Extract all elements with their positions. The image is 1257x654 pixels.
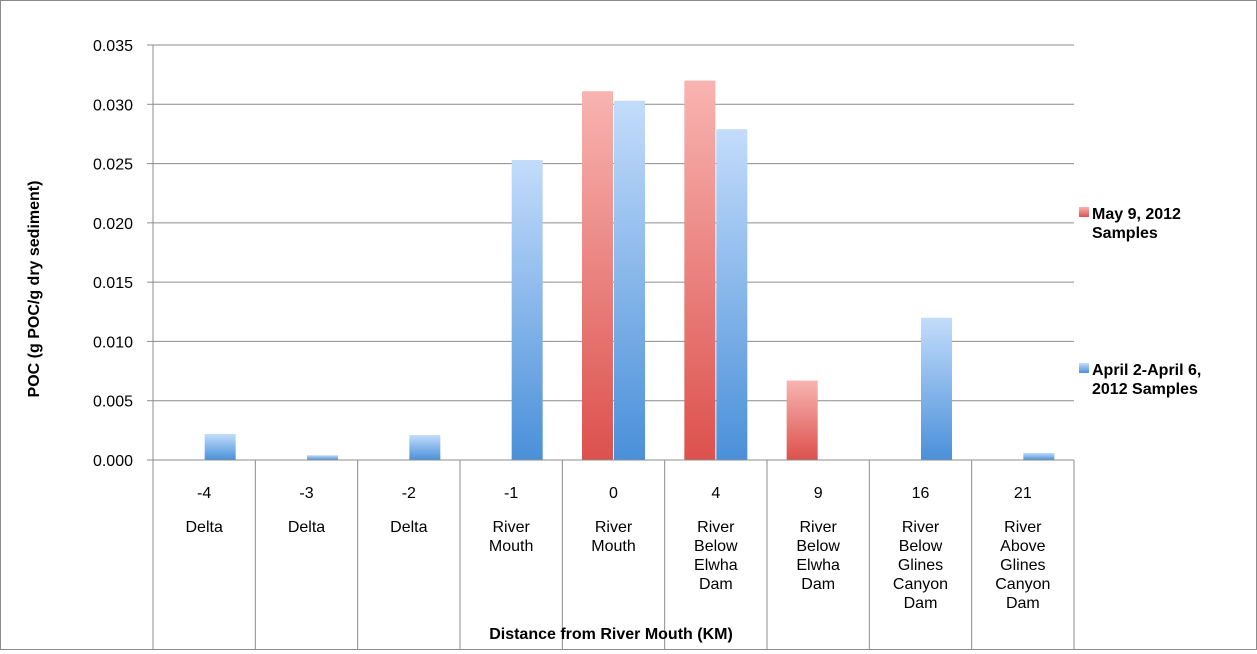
category-site-label: Canyon [995,576,1050,593]
y-tick-label: 0.010 [93,334,133,351]
axes [147,44,1074,461]
gridlines [153,44,1074,402]
legend-label: 2012 Samples [1092,381,1198,398]
y-tick-label: 0.030 [93,97,133,114]
category-site-label: Mouth [489,538,533,555]
category-site-label: Elwha [796,557,840,574]
category-site-label: Mouth [591,538,635,555]
legend-label: April 2-April 6, [1092,362,1201,379]
bar-series-2-cat-8 [921,317,952,460]
bar-series-1-cat-5 [582,91,613,460]
category-site-label: Dam [801,576,835,593]
category-table: -4 Delta -3 Delta -2 Delta -1 River Mouth 0 River M… [152,460,1075,649]
y-tick-label: 0.035 [93,38,133,55]
category-site-label: Below [694,538,738,555]
category-km-label: 0 [609,485,618,502]
category-site-label: River [902,519,940,536]
category-km-label: -2 [402,485,416,502]
bar-series-2-cat-5 [614,100,645,460]
bar-series-2-cat-1 [204,433,236,460]
category-site-label: Below [899,538,943,555]
category-km-label: -1 [504,485,518,502]
category-site-label: River [492,519,530,536]
bars [204,80,1055,461]
category-site-label: River [697,519,735,536]
y-tick-label: 0.025 [93,157,133,174]
bar-series-2-cat-3 [409,435,441,460]
category-site-label: Delta [288,519,325,536]
category-site-label: Delta [390,519,427,536]
category-site-label: Dam [904,595,938,612]
bar-series-2-cat-9 [1023,452,1055,460]
legend-swatch [1079,363,1089,373]
bar-series-1-cat-7 [786,380,818,460]
category-km-label: 9 [814,485,823,502]
y-tick-label: 0.000 [93,453,133,470]
bar-series-2-cat-2 [307,455,338,460]
legend-swatch [1079,207,1089,217]
category-site-label: Glines [1000,557,1045,574]
legend-label: Samples [1092,225,1158,242]
x-axis-title: Distance from River Mouth (KM) [489,626,733,643]
category-site-label: Dam [699,576,733,593]
bar-series-2-cat-4 [511,160,543,460]
y-tick-label: 0.015 [93,275,133,292]
category-site-label: Dam [1006,595,1040,612]
category-site-label: Elwha [694,557,738,574]
y-tick-label: 0.020 [93,216,133,233]
category-site-label: Delta [185,519,222,536]
category-km-label: 16 [912,485,930,502]
category-site-label: River [1004,519,1042,536]
category-site-label: Canyon [893,576,948,593]
bar-series-2-cat-6 [716,129,748,460]
y-axis-title: POC (g POC/g dry sediment) [26,181,43,398]
category-site-label: Glines [898,557,943,574]
category-site-label: Below [796,538,840,555]
category-site-label: Above [1000,538,1045,555]
category-km-label: -4 [197,485,211,502]
legend-label: May 9, 2012 [1092,206,1181,223]
category-km-label: 4 [711,485,720,502]
y-tick-labels: 0.000 0.005 0.010 0.015 0.020 0.025 0.030 0.035 [93,38,133,470]
category-km-label: -3 [299,485,313,502]
y-tick-label: 0.005 [93,394,133,411]
category-km-label: 21 [1014,485,1032,502]
legend: May 9, 2012 Samples April 2-April 6, 2012 S… [1079,206,1201,398]
category-site-label: River [595,519,633,536]
category-site-label: River [799,519,837,536]
bar-series-1-cat-6 [684,80,716,461]
